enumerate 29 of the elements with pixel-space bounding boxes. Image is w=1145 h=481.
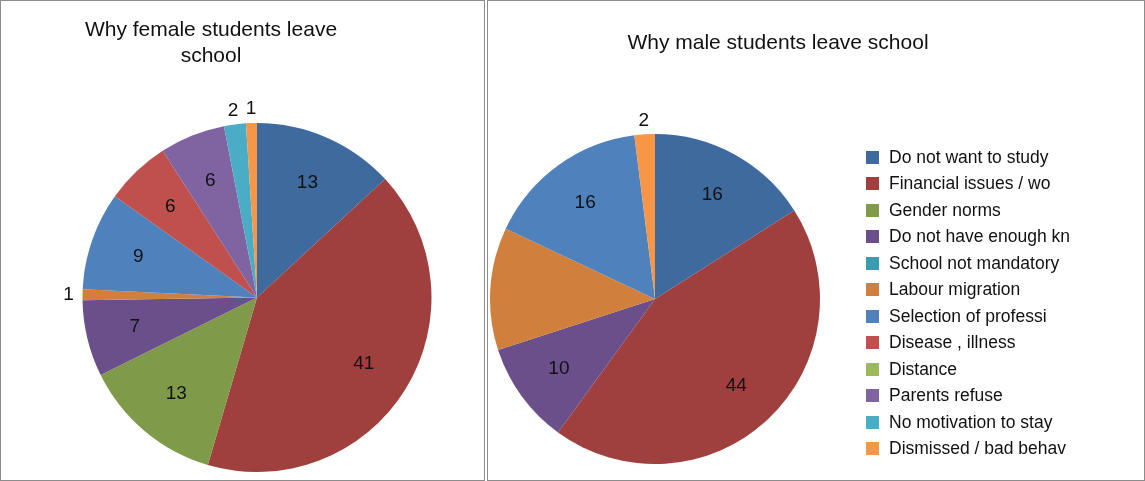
chart-title: Why female students leave school [83,16,339,68]
legend-label: Gender norms [889,199,1001,221]
data-label: 6 [165,194,176,216]
data-label: 16 [574,191,596,213]
data-label: 2 [638,108,650,130]
data-label: 13 [296,170,318,192]
data-label: 10 [548,357,570,379]
legend-label: Parents refuse [889,385,1003,407]
legend-label: Dismissed / bad behav [889,438,1067,460]
legend-label: Disease , illness [889,332,1016,354]
chart-title: Why male students leave school [626,29,930,55]
legend-label: School not mandatory [889,252,1060,274]
data-label: 2 [227,98,239,120]
data-label: 1 [63,282,74,304]
data-label: 16 [701,183,723,205]
data-label: 41 [353,351,375,373]
legend-label: Labour migration [889,279,1021,301]
data-label: 1 [245,97,257,119]
legend-label: Selection of professi [889,305,1047,327]
legend-label: Financial issues / wo [889,173,1051,195]
data-label: 6 [205,169,216,191]
legend-label: Distance [889,358,958,380]
data-label: 7 [129,315,141,337]
legend-label: Do not want to study [889,146,1049,168]
data-label: 13 [165,381,187,403]
data-label: 44 [725,373,748,395]
legend-label: No motivation to stay [889,411,1053,433]
legend-label: Do not have enough kn [889,226,1070,248]
data-label: 9 [132,244,144,266]
